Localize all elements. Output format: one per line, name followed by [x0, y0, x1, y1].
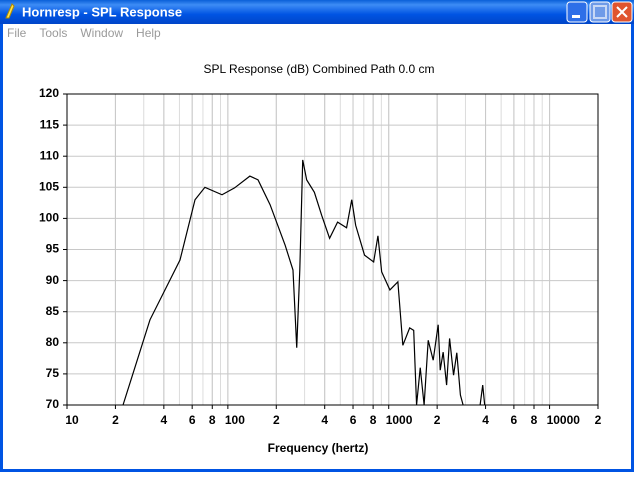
x-tick-label: 2 — [273, 413, 280, 427]
x-tick-label: 2 — [434, 413, 441, 427]
y-tick-label: 120 — [39, 86, 59, 100]
app-icon — [5, 3, 15, 19]
y-tick-label: 95 — [46, 242, 60, 256]
plot-border — [66, 93, 599, 406]
spl-curve — [122, 159, 486, 406]
y-tick-label: 105 — [39, 179, 59, 193]
x-tick-label: 10 — [65, 413, 79, 427]
y-tick-label: 110 — [40, 148, 60, 162]
y-tick-label: 75 — [46, 366, 60, 380]
x-tick-label: 8 — [209, 413, 216, 427]
maximize-icon — [593, 5, 607, 19]
x-tick-label: 4 — [161, 413, 168, 427]
menu-bar: File Tools Window Help — [7, 26, 161, 40]
minimize-button[interactable] — [566, 1, 588, 23]
x-tick-label: 6 — [189, 413, 196, 427]
menu-item[interactable]: Tools — [39, 26, 67, 40]
close-icon — [616, 6, 628, 18]
x-tick-label: 4 — [321, 413, 328, 427]
title-bar — [0, 0, 634, 24]
x-tick-label: 2 — [595, 413, 602, 427]
x-axis-label: Frequency (hertz) — [268, 441, 369, 455]
x-tick-label: 100 — [225, 413, 245, 427]
x-tick-label: 6 — [511, 413, 518, 427]
chart: SPL Response (dB) Combined Path 0.0 cm F… — [39, 62, 602, 455]
x-tick-label: 2 — [112, 413, 119, 427]
y-tick-label: 80 — [46, 335, 60, 349]
x-tick-label: 4 — [482, 413, 489, 427]
menu-item[interactable]: Help — [136, 26, 161, 40]
minimize-icon — [572, 15, 580, 18]
y-tick-label: 115 — [40, 117, 60, 131]
x-tick-label: 10000 — [547, 413, 581, 427]
menu-item[interactable]: File — [7, 26, 27, 40]
x-tick-label: 8 — [370, 413, 377, 427]
x-tick-label: 8 — [531, 413, 538, 427]
y-tick-label: 100 — [39, 211, 59, 225]
y-tick-label: 90 — [46, 273, 60, 287]
x-tick-label: 6 — [350, 413, 357, 427]
y-tick-label: 85 — [46, 304, 60, 318]
y-tick-label: 70 — [46, 397, 60, 411]
menu-item[interactable]: Window — [80, 26, 123, 40]
chart-title: SPL Response (dB) Combined Path 0.0 cm — [203, 62, 434, 76]
x-tick-label: 1000 — [386, 413, 413, 427]
window-title: Hornresp - SPL Response — [22, 4, 182, 19]
